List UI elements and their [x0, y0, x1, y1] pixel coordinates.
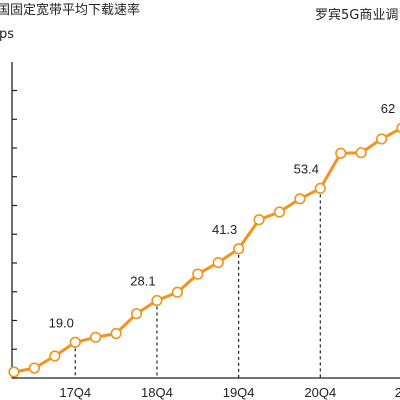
data-point-21Q3	[375, 133, 388, 145]
chart-title: 国固定宽带平均下载速率	[0, 2, 140, 18]
data-point-17Q3	[49, 350, 61, 362]
data-point-21Q1	[335, 147, 347, 159]
data-point-21Q4	[396, 122, 400, 134]
data-point-20Q4	[314, 182, 326, 194]
data-point-17Q2	[28, 362, 41, 374]
data-label-17Q4: 19.0	[49, 315, 74, 330]
x-tick-label: 21	[395, 385, 400, 400]
data-point-20Q3	[294, 193, 306, 205]
y-axis-ticks	[12, 89, 17, 379]
x-tick-label: 18Q4	[141, 385, 173, 400]
x-tick-label: 17Q4	[59, 385, 91, 400]
data-label-18Q4: 28.1	[130, 274, 155, 289]
data-label-19Q4: 41.3	[212, 222, 237, 237]
data-point-19Q2	[192, 268, 204, 280]
data-labels: 19.0 28.1 41.3 53.4 62	[49, 101, 396, 330]
data-point-18Q1	[90, 331, 102, 343]
data-points	[8, 122, 400, 378]
x-tick-label: 20Q4	[304, 385, 336, 400]
data-point-17Q4	[69, 336, 81, 348]
data-label-20Q4: 53.4	[294, 161, 319, 176]
data-point-17Q1	[8, 366, 20, 378]
data-point-21Q2	[355, 147, 367, 159]
x-tick-labels: 17Q4 18Q4 19Q4 20Q4 21	[59, 385, 400, 400]
data-point-20Q2	[273, 206, 286, 218]
dashed-guides	[74, 194, 321, 378]
data-label-21Q4: 62	[381, 101, 395, 116]
chart-annotation: 罗宾5G商业调	[315, 7, 398, 23]
data-point-18Q2	[110, 327, 122, 340]
data-point-19Q1	[171, 286, 183, 298]
series-line	[12, 127, 400, 374]
data-point-19Q3	[212, 256, 224, 269]
data-point-18Q4	[151, 294, 163, 307]
y-axis-unit: ps	[0, 27, 14, 42]
data-point-18Q3	[130, 308, 143, 320]
data-point-20Q1	[253, 214, 265, 226]
data-point-19Q4	[233, 243, 245, 255]
x-tick-label: 19Q4	[223, 385, 255, 400]
